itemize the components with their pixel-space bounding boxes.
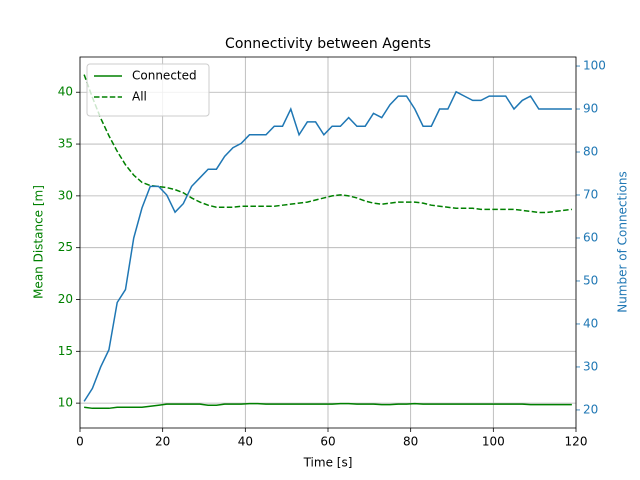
legend-label: Connected	[132, 69, 197, 83]
x-tick-label: 60	[320, 435, 335, 449]
y-tick-label: 30	[58, 188, 73, 202]
y2-tick-label: 50	[583, 273, 598, 287]
y2-tick-label: 70	[583, 187, 598, 201]
y-tick-label: 35	[58, 137, 73, 151]
axes-frame	[79, 56, 577, 429]
chart-title: Connectivity between Agents	[225, 36, 431, 52]
series-line	[83, 90, 572, 402]
x-tick-label: 120	[565, 435, 588, 449]
y-tick-label: 25	[58, 240, 73, 254]
x-tick-label: 100	[482, 435, 505, 449]
y-tick-label: 40	[58, 85, 73, 99]
y2-tick-label: 100	[583, 59, 606, 73]
x-tick-label: 80	[403, 435, 418, 449]
x-tick-label: 0	[76, 435, 84, 449]
y-axis-label: Mean Distance [m]	[32, 185, 46, 299]
y2-tick-label: 30	[583, 359, 598, 373]
legend-label: All	[132, 90, 147, 104]
y-tick-label: 15	[58, 344, 73, 358]
legend-box	[86, 63, 210, 117]
y2-tick-label: 60	[583, 230, 598, 244]
y-tick-label: 20	[58, 292, 73, 306]
series-line	[84, 402, 572, 410]
x-tick-label: 20	[155, 435, 170, 449]
x-tick-label: 40	[238, 435, 253, 449]
y-tick-label: 10	[58, 396, 73, 410]
y2-tick-label: 20	[583, 402, 598, 416]
y2-tick-label: 90	[583, 102, 598, 116]
y2-tick-label: 40	[583, 316, 598, 330]
x-axis-label: Time [s]	[303, 456, 353, 470]
y2-axis-label: Number of Connections	[616, 171, 630, 313]
y2-tick-label: 80	[583, 145, 598, 159]
